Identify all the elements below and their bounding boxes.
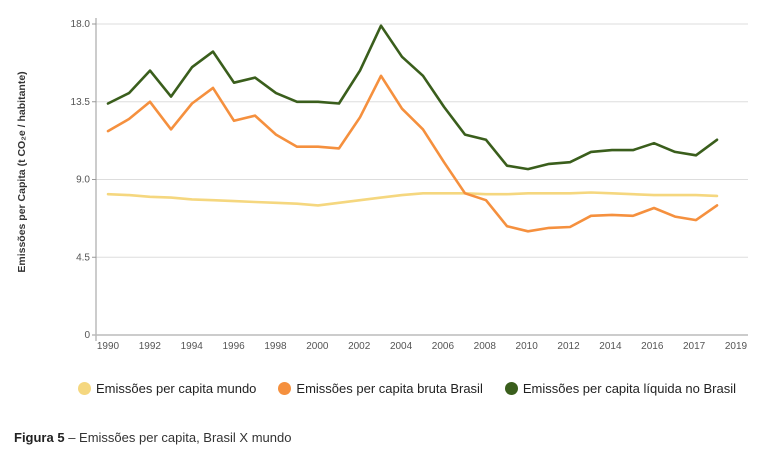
y-tick-label: 0 [84, 330, 90, 341]
legend-item-mundo: Emissões per capita mundo [78, 381, 256, 396]
x-tick-label: 1994 [181, 341, 204, 352]
line-chart: 0 4.5 9.0 13.5 18.0 1990 1992 1994 1996 1998 2000 2… [16, 18, 748, 352]
legend-marker-liquida [504, 382, 518, 395]
series-line-0 [106, 191, 719, 207]
x-tick-label: 2014 [599, 341, 622, 352]
x-tick-label: 1996 [222, 341, 245, 352]
y-tick-label: 9.0 [76, 175, 90, 186]
figure-caption-text: – Emissões per capita, Brasil X mundo [64, 430, 292, 445]
x-tick-label: 2012 [557, 341, 580, 352]
figure-caption: Figura 5 – Emissões per capita, Brasil X… [14, 430, 291, 445]
x-tick-label: 2006 [432, 341, 455, 352]
x-tick-label: 2002 [348, 341, 371, 352]
x-tick-label: 2016 [641, 341, 664, 352]
x-tick-label: 1990 [97, 341, 120, 352]
x-tick-label: 2019 [725, 341, 748, 352]
legend-item-liquida: Emissões per capita líquida no Brasil [504, 381, 737, 396]
legend-label-liquida: Emissões per capita líquida no Brasil [522, 381, 737, 396]
series-lines [106, 24, 719, 233]
series-line-1 [106, 74, 719, 233]
legend-item-bruta: Emissões per capita bruta Brasil [278, 381, 483, 396]
y-tick-label: 18.0 [71, 19, 91, 30]
figure-number: Figura 5 [14, 430, 65, 445]
grid-lines [96, 23, 748, 258]
axes [92, 18, 748, 341]
tick-labels: 0 4.5 9.0 13.5 18.0 1990 1992 1994 1996 1998 2000 2… [71, 19, 748, 352]
series-line-2 [106, 24, 719, 171]
x-tick-label: 1998 [264, 341, 287, 352]
legend-marker-bruta [278, 382, 292, 395]
x-tick-label: 2017 [683, 341, 706, 352]
y-tick-label: 4.5 [76, 252, 90, 263]
legend-marker-mundo [78, 382, 91, 395]
legend-label-mundo: Emissões per capita mundo [96, 381, 257, 396]
x-tick-label: 2004 [390, 341, 413, 352]
legend-label-bruta: Emissões per capita bruta Brasil [296, 381, 483, 396]
x-tick-label: 1992 [139, 341, 162, 352]
x-tick-label: 2000 [306, 341, 329, 352]
x-tick-label: 2008 [474, 341, 497, 352]
x-tick-label: 2010 [516, 341, 539, 352]
legend: Emissões per capita mundo Emissões per c… [78, 381, 758, 396]
y-axis-label: Emissões per Capita (t CO₂e / habitante) [16, 71, 28, 272]
y-tick-label: 13.5 [71, 97, 91, 108]
